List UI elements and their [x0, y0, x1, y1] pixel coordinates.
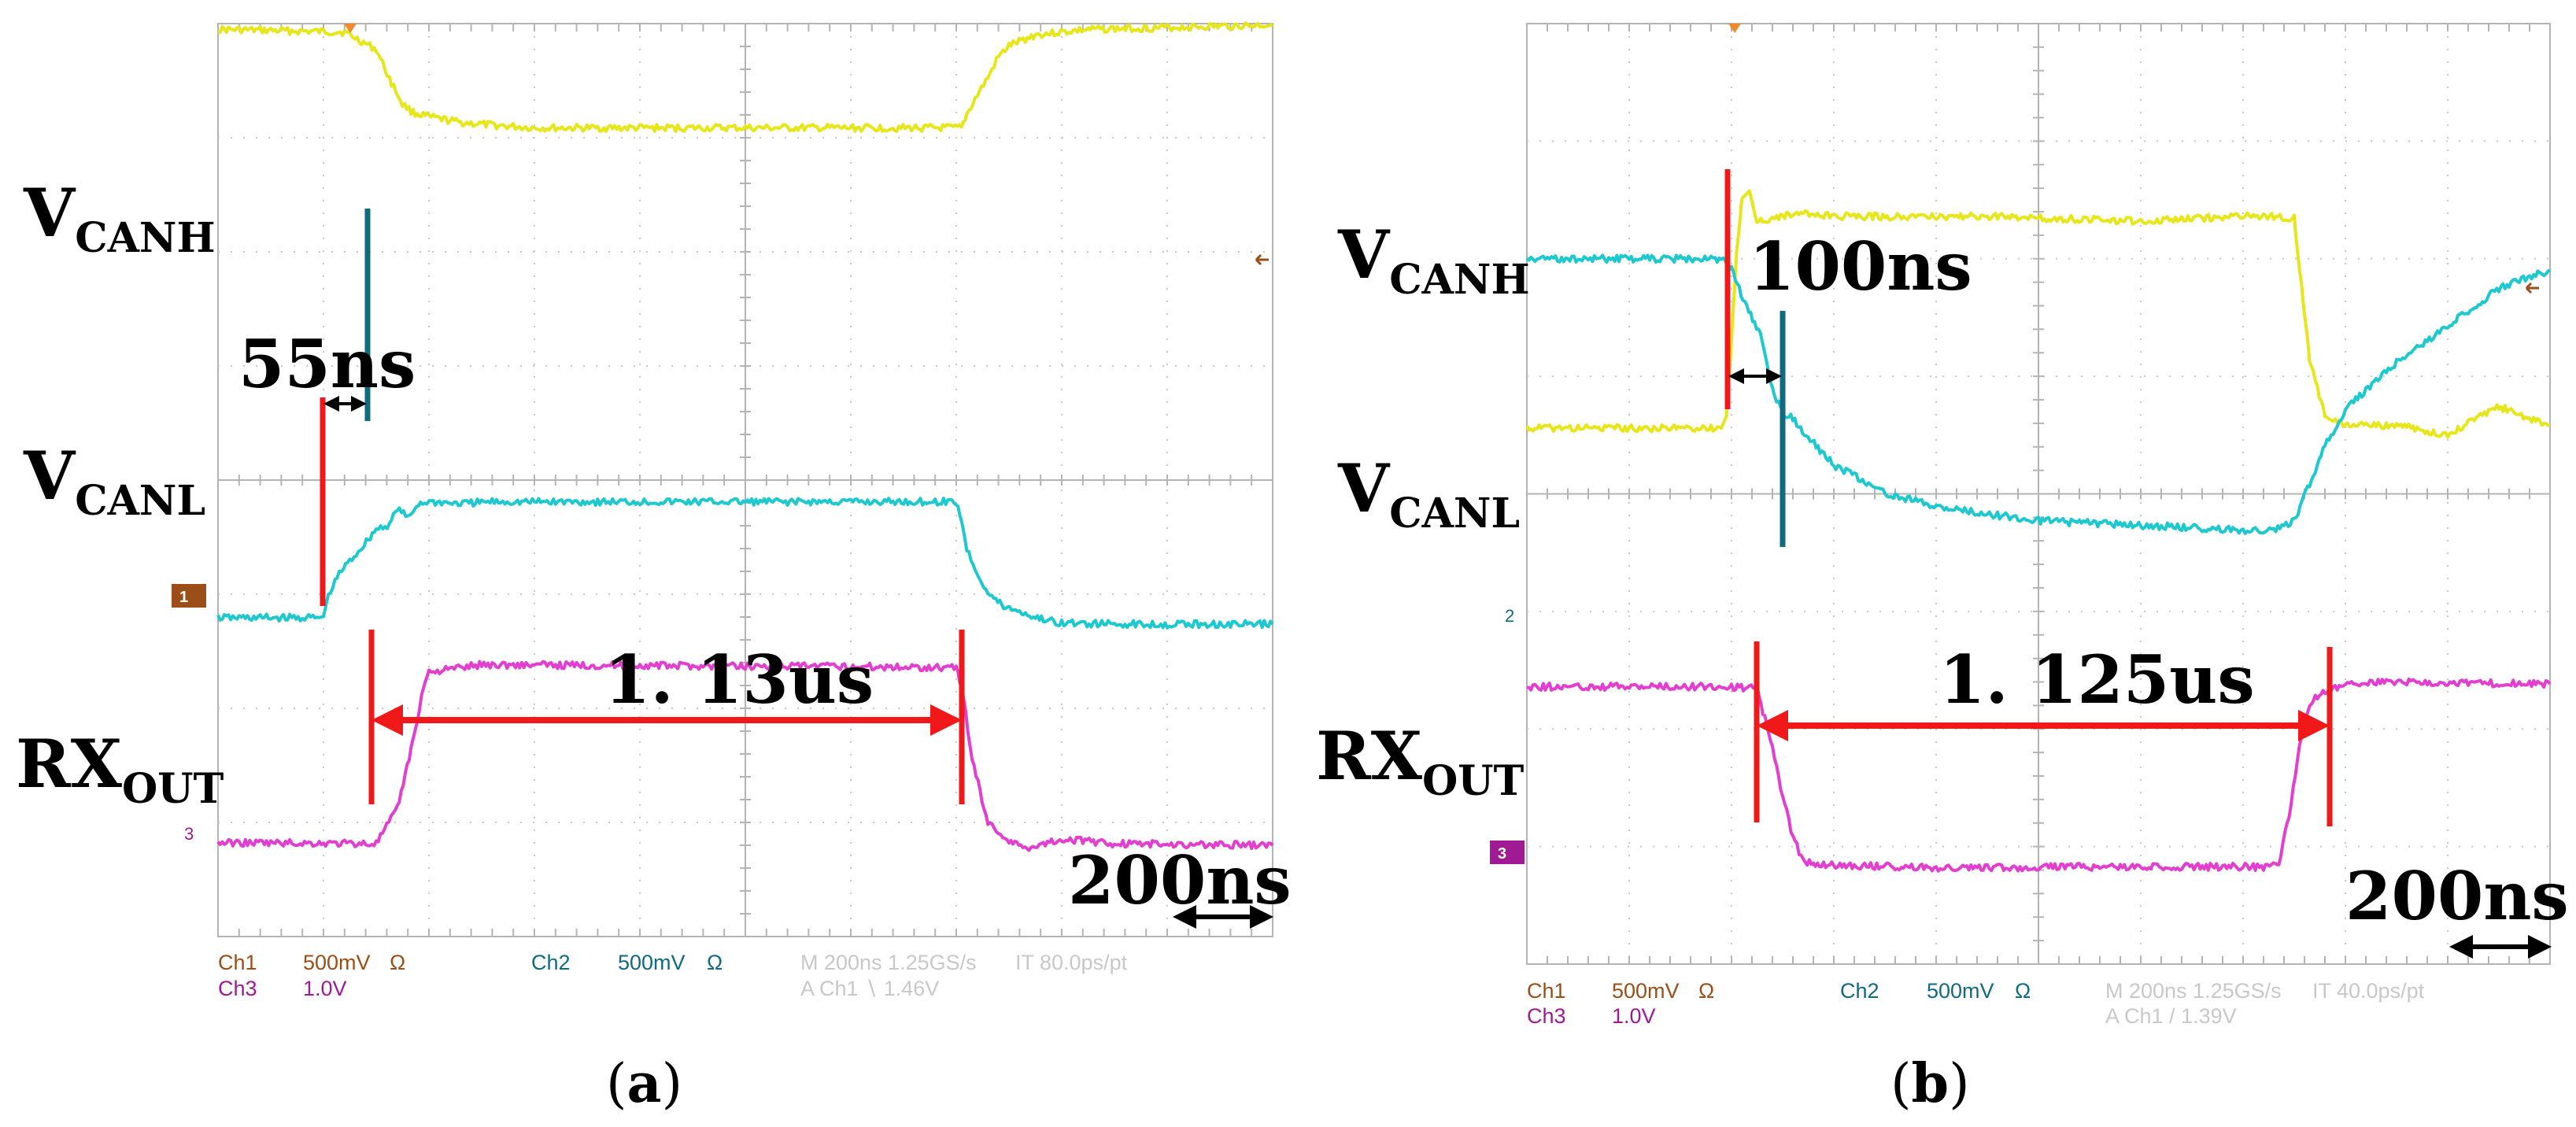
label-vcanl-a: VCANL [23, 437, 205, 525]
width-label-a: 1. 13us [604, 641, 874, 719]
label-vcanh-a: VCANH [23, 174, 216, 262]
svg-text:A Ch1 ∖ 1.46V: A Ch1 ∖ 1.46V [800, 977, 939, 1000]
delay-label-b: 100ns [1749, 227, 1972, 305]
trace-v-canl-a [216, 497, 1274, 630]
svg-text:IT 80.0ps/pt: IT 80.0ps/pt [1015, 951, 1128, 974]
svg-text:500mV: 500mV [1927, 979, 1994, 1003]
scale-label-b: 200ns [2345, 857, 2569, 935]
trigger-marker-a [344, 24, 357, 33]
ch3-marker-b: 3 [1490, 841, 1525, 864]
plot-b [1525, 189, 2552, 873]
delay-label-a: 55ns [238, 325, 416, 403]
trigger-level-b [2525, 282, 2539, 294]
svg-text:M 200ns 1.25GS/s: M 200ns 1.25GS/s [800, 951, 977, 974]
svg-text:Ch3: Ch3 [218, 977, 257, 1000]
svg-text:Ch1: Ch1 [218, 951, 257, 974]
trigger-level-a [1255, 253, 1269, 266]
label-rxout-a: RXOUT [16, 725, 224, 813]
trace-v-canh-b [1525, 189, 2550, 439]
label-vcanh-b: VCANH [1337, 216, 1530, 304]
svg-text:Ch3: Ch3 [1527, 1004, 1566, 1028]
grid-b [1526, 23, 2551, 965]
plot-a [216, 21, 1274, 852]
svg-text:IT 40.0ps/pt: IT 40.0ps/pt [2312, 979, 2425, 1003]
scope-readout-b: Ch1 500mV Ω Ch2 500mV Ω Ch3 1.0V M 200ns… [1527, 979, 2425, 1028]
trace-rx-out-b [1526, 677, 2552, 873]
ch3-tag-a: 3 [184, 824, 194, 844]
svg-text:1.0V: 1.0V [1612, 1004, 1656, 1028]
svg-text:500mV: 500mV [303, 951, 371, 974]
trace-v-canl-b [1525, 253, 2552, 535]
trace-v-canh-a [217, 21, 1273, 133]
svg-text:Ω: Ω [1698, 979, 1714, 1003]
svg-text:Ch1: Ch1 [1527, 979, 1566, 1003]
svg-text:Ch2: Ch2 [531, 951, 571, 974]
width-label-b: 1. 125us [1939, 641, 2255, 719]
ch3-marker-text-b: 3 [1498, 845, 1506, 863]
grid-a [217, 23, 1273, 937]
panel-b: 2 3 VCANH VCANL RXOUT 100ns 1. 125us 200… [1316, 23, 2569, 1115]
ch1-marker-text-a: 1 [179, 589, 188, 606]
svg-text:Ch2: Ch2 [1840, 979, 1879, 1003]
svg-text:Ω: Ω [707, 951, 723, 974]
ch1-marker-a: 1 [172, 584, 206, 608]
svg-text:500mV: 500mV [1612, 979, 1680, 1003]
svg-text:A Ch1 / 1.39V: A Ch1 / 1.39V [2105, 1004, 2237, 1028]
label-rxout-b: RXOUT [1316, 717, 1525, 805]
label-vcanl-b: VCANL [1337, 449, 1520, 538]
trace-rx-out-a [216, 660, 1274, 852]
svg-text:Ω: Ω [390, 951, 405, 974]
panel-label-a: (a) [606, 1052, 682, 1115]
panel-label-b: (b) [1890, 1052, 1970, 1115]
scale-label-a: 200ns [1068, 841, 1292, 919]
svg-text:500mV: 500mV [618, 951, 686, 974]
ch2-marker-b: 2 [1505, 606, 1514, 626]
svg-text:Ω: Ω [2015, 979, 2031, 1003]
svg-text:1.0V: 1.0V [303, 977, 347, 1000]
trigger-marker-b [1728, 24, 1741, 33]
panel-a: 1 3 VCANH VCANL RXOUT 55ns 1. 13us 200ns… [16, 21, 1292, 1115]
scope-readout-a: Ch1 500mV Ω Ch2 500mV Ω Ch3 1.0V M 200ns… [218, 951, 1128, 1000]
svg-text:M 200ns 1.25GS/s: M 200ns 1.25GS/s [2105, 979, 2282, 1003]
